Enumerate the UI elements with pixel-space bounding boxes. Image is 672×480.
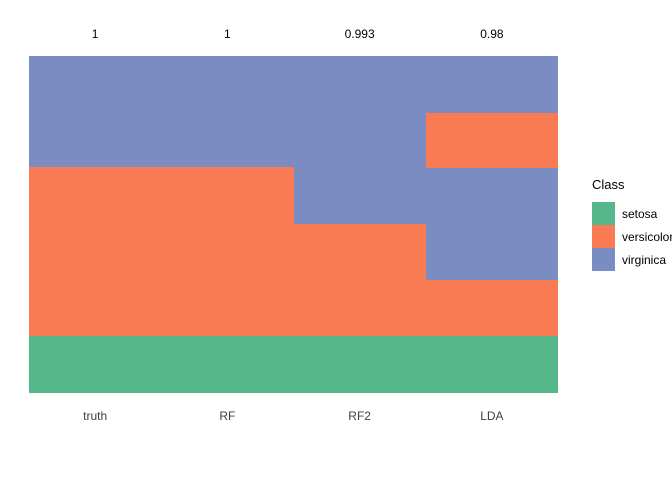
tile-setosa (29, 336, 162, 393)
tile-virginica (29, 56, 162, 167)
tile-versicolor (293, 224, 426, 336)
legend-items: setosa versicolor virginica (592, 202, 672, 271)
legend-item-virginica: virginica (592, 248, 672, 271)
x-axis-labels: truth RF RF2 LDA (29, 409, 558, 423)
x-axis-label-RF2: RF2 (348, 409, 371, 423)
tile-virginica (293, 56, 426, 224)
x-axis-label-LDA: LDA (480, 409, 504, 423)
legend-label-versicolor: versicolor (622, 229, 672, 244)
legend-swatch-versicolor (592, 225, 615, 248)
column-value-labels: 1 1 0.993 0.98 (29, 27, 558, 41)
tile-virginica (161, 56, 294, 167)
tile-versicolor (425, 280, 558, 336)
tile-virginica (425, 168, 558, 280)
tile-versicolor (425, 113, 558, 168)
legend-title: Class (592, 177, 625, 192)
tile-setosa (425, 336, 558, 393)
legend-label-setosa: setosa (622, 206, 658, 221)
legend-label-virginica: virginica (622, 252, 667, 267)
value-label-RF: 1 (224, 27, 231, 41)
tile-setosa (161, 336, 294, 393)
column-truth (29, 56, 162, 393)
tile-virginica (425, 56, 558, 113)
legend-item-versicolor: versicolor (592, 225, 672, 248)
column-RF2 (293, 56, 426, 393)
column-LDA (425, 56, 558, 393)
tile-versicolor (161, 167, 294, 336)
column-RF (161, 56, 294, 393)
tile-setosa (293, 336, 426, 393)
legend-swatch-setosa (592, 202, 615, 225)
x-axis-label-RF: RF (219, 409, 236, 423)
x-axis-label-truth: truth (83, 409, 108, 423)
legend-item-setosa: setosa (592, 202, 672, 225)
tile-versicolor (29, 167, 162, 336)
legend-swatch-virginica (592, 248, 615, 271)
legend: Class setosa versicolor virginica (592, 177, 672, 271)
plot-area (29, 56, 558, 393)
value-label-LDA: 0.98 (480, 27, 504, 41)
value-label-RF2: 0.993 (344, 27, 375, 41)
value-label-truth: 1 (91, 27, 99, 41)
